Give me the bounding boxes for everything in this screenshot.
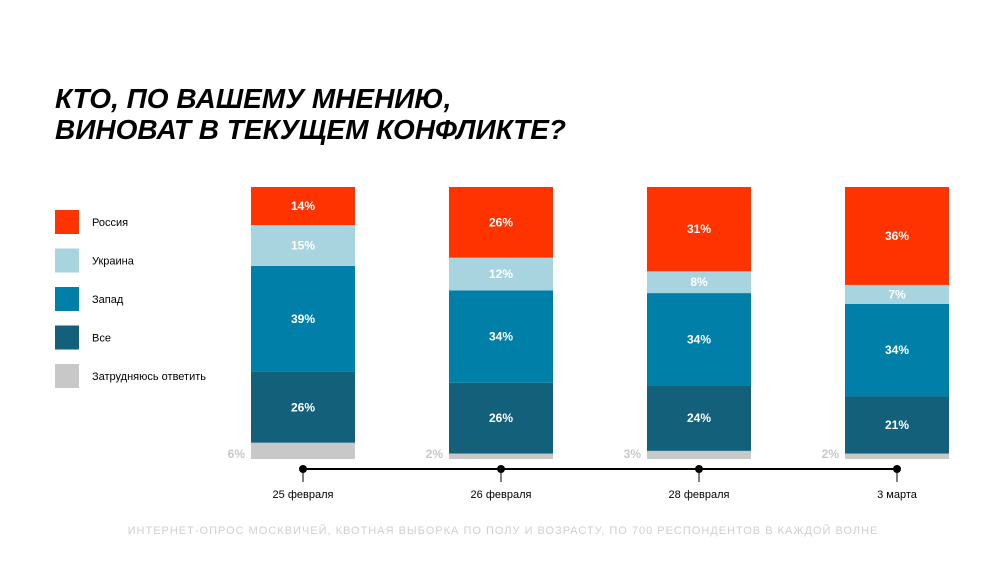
value-label: 34% (885, 343, 909, 357)
bar-segment (647, 450, 751, 459)
bar-segment (845, 453, 949, 459)
value-label: 15% (291, 238, 315, 252)
legend-label: Украина (92, 256, 135, 268)
bar-segment (845, 284, 949, 304)
value-label: 14% (291, 199, 315, 213)
bar-segment (845, 303, 949, 397)
legend-label: Затрудняюсь ответить (92, 371, 206, 383)
value-label: 2% (822, 447, 840, 461)
value-label: 6% (228, 447, 246, 461)
value-label: 34% (489, 330, 513, 344)
value-label: 39% (291, 312, 315, 326)
value-label: 3% (624, 447, 642, 461)
value-label: 36% (885, 229, 909, 243)
legend-swatch (55, 287, 79, 311)
value-label: 31% (687, 222, 711, 236)
bar-segment (647, 271, 751, 294)
bar-segment (845, 187, 949, 285)
chart-title: КТО, ПО ВАШЕМУ МНЕНИЮ, (55, 83, 451, 114)
bar-segment (251, 371, 355, 443)
legend-swatch (55, 210, 79, 234)
legend-swatch (55, 325, 79, 350)
x-tick-label: 25 февраля (273, 489, 334, 501)
value-label: 2% (426, 447, 444, 461)
bar-segment (647, 385, 751, 451)
footnote: ИНТЕРНЕТ-ОПРОС МОСКВИЧЕЙ, КВОТНАЯ ВЫБОРК… (128, 524, 879, 537)
bar-segment (449, 257, 553, 291)
bar-segment (845, 396, 949, 454)
bar-segment (251, 225, 355, 266)
legend-swatch (55, 248, 79, 273)
value-label: 26% (291, 400, 315, 414)
x-tick-label: 28 февраля (669, 489, 730, 501)
value-label: 24% (687, 411, 711, 425)
bar-segment (449, 290, 553, 383)
bar-segment (449, 453, 553, 459)
bar-segment (449, 382, 553, 454)
value-label: 34% (687, 332, 711, 346)
bar-segment (647, 187, 751, 272)
bar-segment (449, 187, 553, 258)
legend-label: Запад (92, 294, 124, 306)
x-tick-label: 26 февраля (471, 489, 532, 501)
value-label: 26% (489, 215, 513, 229)
x-tick-label: 3 марта (877, 489, 918, 501)
legend-label: Все (92, 333, 111, 345)
value-label: 8% (690, 275, 708, 289)
value-label: 21% (885, 418, 909, 432)
bar-segment (251, 265, 355, 372)
legend-label: Россия (92, 217, 128, 229)
value-label: 7% (888, 287, 906, 301)
value-label: 26% (489, 411, 513, 425)
bar-segment (647, 293, 751, 386)
bar-segment (251, 187, 355, 226)
legend-swatch (55, 364, 79, 388)
value-label: 12% (489, 267, 513, 281)
chart-title: ВИНОВАТ В ТЕКУЩЕМ КОНФЛИКТЕ? (55, 114, 566, 145)
bar-segment (251, 442, 355, 459)
